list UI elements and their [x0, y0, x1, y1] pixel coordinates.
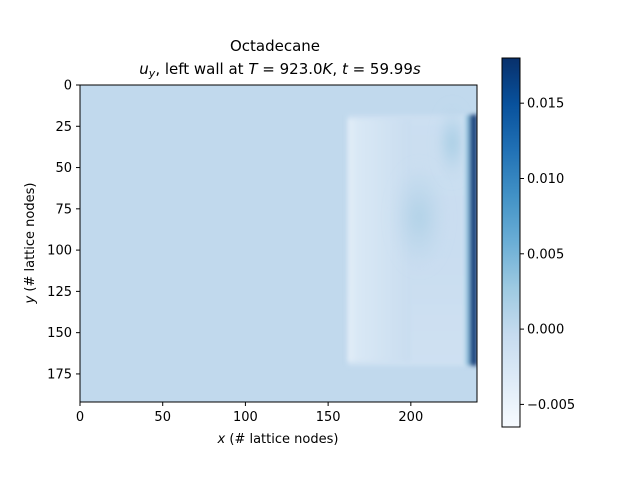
x-tick-label: 100 — [233, 410, 258, 425]
colorbar-tick-label: 0.010 — [527, 172, 564, 187]
subtitle-prefix: , left wall at — [155, 60, 248, 78]
chart-title: Octadecane — [230, 37, 320, 55]
y-axis: 0 25 50 75 100 125 150 175 — [47, 79, 80, 382]
heatmap-field — [80, 85, 477, 402]
subtitle-sep: , — [332, 60, 342, 78]
y-tick-label: 25 — [55, 120, 72, 135]
subtitle-T-unit: K — [323, 60, 334, 78]
positive-plume-1 — [391, 162, 448, 273]
x-tick-label: 50 — [154, 410, 171, 425]
subtitle-t-val: = 59.99 — [348, 60, 413, 78]
colorbar-tick-label: 0.005 — [527, 247, 564, 262]
plot-frame — [79, 84, 478, 403]
colorbar-axis: −0.005 0.000 0.005 0.010 0.015 — [520, 97, 575, 413]
y-tick-label: 100 — [47, 244, 72, 259]
y-axis-label: y (# lattice nodes) — [23, 183, 38, 305]
y-tick-label: 125 — [47, 285, 72, 300]
positive-plume-2 — [438, 102, 467, 183]
x-axis: 0 50 100 150 200 — [76, 402, 423, 425]
y-tick-label: 0 — [64, 79, 72, 94]
x-tick-label: 150 — [316, 410, 341, 425]
colorbar-tick-label: 0.015 — [527, 97, 564, 112]
subtitle-t-sym: t — [342, 60, 349, 78]
y-tick-label: 150 — [47, 326, 72, 341]
x-tick-label: 0 — [76, 410, 84, 425]
y-tick-label: 75 — [55, 202, 72, 217]
y-tick-label: 50 — [55, 161, 72, 176]
x-tick-label: 200 — [398, 410, 423, 425]
subtitle-var-sub: y — [148, 67, 156, 80]
hot-wall-jet — [463, 114, 477, 366]
x-axis-label: x (# lattice nodes) — [217, 432, 339, 447]
subtitle-var: u — [139, 60, 149, 78]
colorbar — [501, 57, 521, 428]
subtitle-T-sym: T — [248, 60, 259, 78]
colorbar-tick-label: −0.005 — [527, 398, 575, 413]
subtitle-t-unit: s — [413, 60, 421, 78]
chart-subtitle: uy, left wall at T = 923.0K, t = 59.99s — [139, 60, 421, 80]
subtitle-T-val: = 923.0 — [258, 60, 323, 78]
y-tick-label: 175 — [47, 367, 72, 382]
colorbar-tick-label: 0.000 — [527, 323, 564, 338]
